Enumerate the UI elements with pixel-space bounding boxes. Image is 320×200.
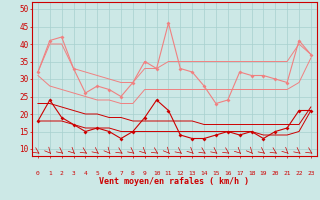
X-axis label: Vent moyen/en rafales ( km/h ): Vent moyen/en rafales ( km/h )	[100, 177, 249, 186]
